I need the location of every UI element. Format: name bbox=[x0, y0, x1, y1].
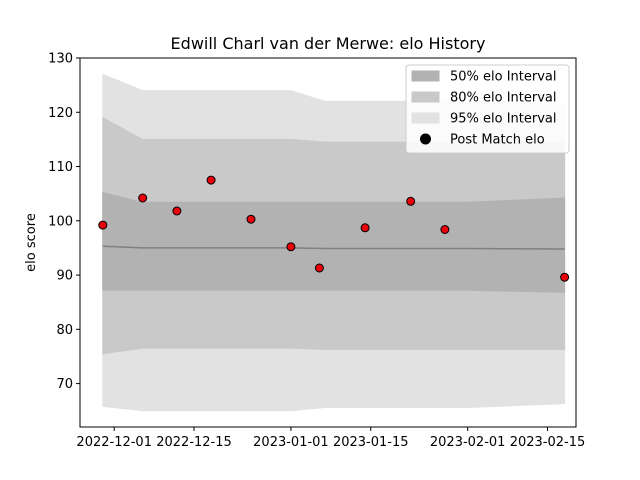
post-match-point bbox=[440, 225, 450, 234]
mean-line-group bbox=[102, 245, 565, 250]
legend-label: 50% elo Interval bbox=[450, 70, 557, 85]
post-match-point bbox=[286, 242, 296, 252]
legend-label: Post Match elo bbox=[450, 133, 545, 148]
x-tick-label: 2022-12-01 bbox=[76, 435, 152, 450]
post-match-point bbox=[172, 206, 182, 216]
axes: 70 80 90 100 110 120 130 2022-12-01 2022-12-15 20… bbox=[48, 52, 585, 451]
legend-swatch bbox=[411, 112, 440, 124]
y-tick-label: 120 bbox=[48, 106, 73, 121]
post-match-point bbox=[246, 214, 256, 224]
post-match-point bbox=[98, 220, 108, 230]
y-tick-label: 100 bbox=[48, 214, 73, 229]
legend-label: 95% elo Interval bbox=[450, 112, 557, 127]
legend-swatch bbox=[411, 70, 440, 82]
y-tick-label: 90 bbox=[56, 269, 73, 284]
interval-bands bbox=[102, 73, 566, 412]
post-match-point bbox=[560, 272, 570, 282]
x-tick-label: 2023-01-01 bbox=[253, 435, 329, 450]
y-tick-label: 110 bbox=[48, 160, 73, 175]
post-match-points bbox=[98, 175, 570, 282]
post-match-point bbox=[206, 175, 216, 185]
x-tick-label: 2023-02-01 bbox=[430, 435, 506, 450]
legend-label: 80% elo Interval bbox=[450, 91, 557, 106]
band-50-percent bbox=[102, 191, 566, 293]
x-tick-label: 2023-02-15 bbox=[510, 435, 586, 450]
y-tick-label: 70 bbox=[56, 377, 73, 392]
mean-elo-line bbox=[102, 245, 565, 250]
post-match-point bbox=[406, 196, 416, 206]
post-match-point bbox=[138, 193, 148, 203]
x-tick-label: 2022-12-15 bbox=[156, 435, 232, 450]
legend-swatch bbox=[411, 91, 440, 103]
y-axis-label: elo score bbox=[24, 213, 39, 272]
plot-frame bbox=[79, 57, 577, 428]
legend: 50% elo Interval 80% elo Interval 95% elo … bbox=[405, 64, 570, 154]
post-match-point bbox=[360, 223, 370, 233]
y-tick-label: 80 bbox=[56, 323, 73, 338]
post-match-point bbox=[314, 263, 324, 273]
y-tick-label: 130 bbox=[48, 52, 73, 67]
chart-title: Edwill Charl van der Merwe: elo History bbox=[171, 34, 486, 53]
legend-box bbox=[405, 64, 570, 154]
legend-marker bbox=[420, 133, 431, 145]
x-tick-label: 2023-01-15 bbox=[333, 435, 409, 450]
